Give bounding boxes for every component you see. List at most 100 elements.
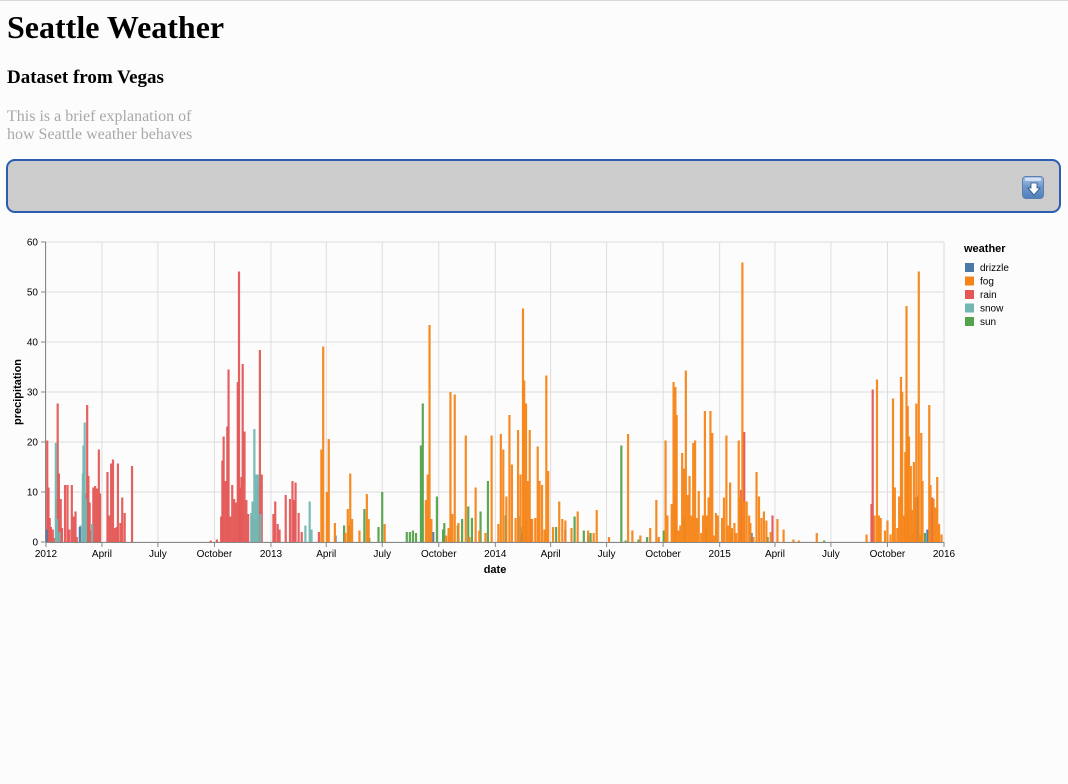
bar-snow [58,532,61,542]
bar-fog [684,370,687,542]
bar-fog [904,452,907,542]
bar-fog [358,530,361,542]
bar-rain [293,500,296,542]
download-arrow-icon[interactable] [1022,176,1044,199]
bar-rain [97,449,100,542]
bar-rain [60,528,64,542]
bar-drizzle [78,527,81,542]
bar-snow [55,519,59,542]
bar-fog [543,529,546,542]
bar-fog [921,481,924,542]
bar-fog [714,513,718,542]
bar-fog [449,392,452,542]
bar-fog [695,518,699,542]
page-description: This is a brief explanation of how Seatt… [7,108,193,143]
bar-rain [74,511,77,542]
bar-fog [453,394,456,542]
bar-fog [757,496,761,542]
bar-fog [932,499,935,542]
precipitation-chart: 0 10 20 30 40 50 60 2012 April July October 2013 Apr… [12,238,1009,577]
filter-select-bar[interactable] [6,159,1061,213]
x-tick-label: April [316,549,336,560]
x-tick-label: April [765,549,785,560]
bar-drizzle [750,533,753,542]
bar-rain [221,460,224,542]
bar-fog [782,529,785,542]
bar-fog [920,433,923,542]
bar-fog [657,537,660,542]
bar-rain [931,497,934,542]
bar-fog [547,471,550,542]
x-tick-label: October [421,549,457,560]
bar-fog [688,476,691,542]
bar-fog [639,535,642,542]
bar-sun [347,525,351,542]
bar-rain [260,474,263,542]
x-axis-title: date [484,564,507,576]
bar-rain [92,487,95,542]
bar-fog [910,510,914,542]
bar-snow [253,429,256,542]
bar-rain [56,403,59,542]
bar-fog [523,380,526,542]
bar-fog [428,325,431,542]
bar-fog [914,497,917,542]
x-tick-label: October [870,549,906,560]
x-tick-label: October [645,549,681,560]
y-tick-label: 0 [32,538,38,549]
bar-rain [222,436,225,542]
bar-sun [637,539,640,542]
bar-fog [675,415,678,542]
bar-fog [497,524,500,542]
bar-fog [865,534,868,542]
legend-label-snow: snow [980,304,1004,315]
legend-title: weather [963,243,1006,255]
bar-fog [649,528,652,542]
bar-drizzle [45,529,48,542]
bar-fog [749,523,752,542]
bar-sun [343,525,346,542]
bar-fog [655,500,658,542]
bar-fog [672,382,675,542]
bar-rain [227,369,230,542]
bar-fog [607,537,611,542]
bar-fog [666,515,669,542]
x-tick-label: July [598,549,616,560]
x-tick-label: July [149,549,167,560]
bar-fog [730,528,734,542]
x-tick-label: 2016 [933,549,956,560]
bar-fog [524,403,528,542]
bar-fog [451,514,454,542]
bar-sun [443,523,446,542]
bar-fog [526,481,529,542]
bar-fog [516,430,520,542]
bar-rain [72,516,75,542]
bar-fog [883,530,887,542]
bar-rain [743,432,746,542]
bar-fog [729,482,732,542]
bar-rain [68,529,71,542]
legend-swatch-drizzle [965,263,974,272]
bar-sun [589,533,592,542]
x-tick-label: April [541,549,561,560]
bar-fog [700,533,703,542]
bar-fog [349,473,352,542]
bar-rain [529,519,533,542]
bar-fog [692,443,695,542]
bar-rain [115,527,118,542]
bar-snow [304,525,307,542]
bar-fog [762,511,766,542]
bar-fog [722,497,726,542]
bar-fog [478,530,481,542]
bar-fog [677,530,680,542]
bar-fog [937,524,941,542]
x-tick-label: July [822,549,840,560]
bar-rain [108,515,111,542]
bar-fog [528,430,531,542]
bar-rain [291,481,294,542]
bar-fog [570,528,573,542]
bar-fog [760,518,763,542]
bar-fog [531,519,534,542]
y-tick-label: 20 [27,438,39,449]
bar-sun [766,537,769,542]
